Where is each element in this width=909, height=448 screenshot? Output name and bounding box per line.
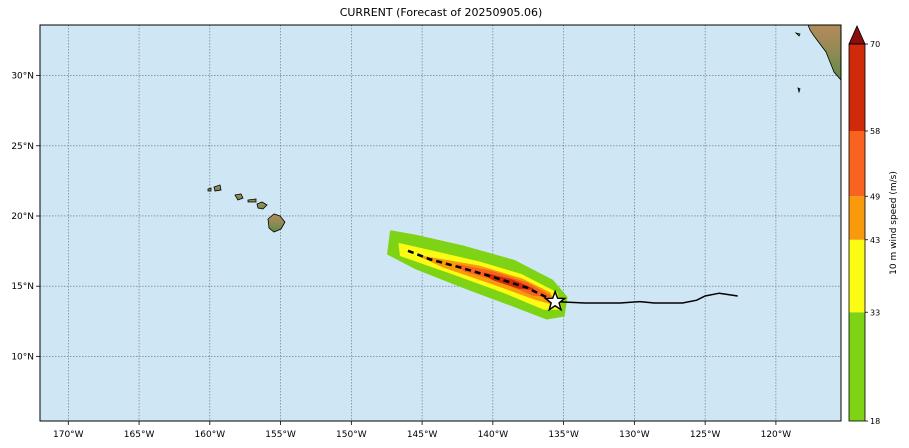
oahu-island [234,193,244,201]
hawaii-big-island [267,213,286,233]
lat-tick-label: 30°N [11,72,34,82]
niihau-island [207,187,212,192]
lon-tick-label: 130°W [619,430,650,440]
colorbar-band [849,44,865,131]
lat-tick-label: 15°N [11,282,34,292]
storm-tracks [404,248,738,312]
forecast-track-line [404,248,556,303]
lon-tick-label: 150°W [336,430,367,440]
lon-tick-label: 160°W [195,430,226,440]
colorbar-extend-arrow [848,25,866,45]
colorbar-band [849,239,865,313]
colorbar-tick-label: 18 [870,417,880,426]
colorbar-frame [848,43,866,422]
colorbar: 70 58 49 43 33 18 [848,25,880,426]
past-track-line [555,292,738,304]
kauai-island [213,184,222,192]
colorbar-band [849,196,865,240]
lat-tick-label: 25°N [11,142,34,152]
colorbar-band [849,312,865,421]
latitude-axis: 30°N 25°N 20°N 15°N 10°N [11,72,40,362]
current-position-star-icon [543,289,567,312]
colorbar-tick-label: 70 [870,40,880,49]
coastal-islet [794,32,801,37]
mexico-coast [807,25,841,81]
maui-island [256,201,268,210]
lon-tick-label: 140°W [478,430,509,440]
land-layer [207,25,841,233]
colorbar-tick-label: 33 [870,308,880,317]
map-title: CURRENT (Forecast of 20250905.06) [339,6,543,19]
lon-tick-label: 125°W [690,430,721,440]
lon-tick-label: 170°W [53,430,84,440]
socorro-island [797,87,801,94]
map-frame [39,24,842,422]
lat-tick-label: 10°N [11,352,34,362]
colorbar-tick-label: 49 [870,192,880,201]
ocean-background [40,25,841,421]
longitude-axis: 170°W 165°W 160°W 155°W 150°W 145°W 140°W 135°W… [53,421,791,440]
lat-tick-label: 20°N [11,212,34,222]
colorbar-tick-label: 58 [870,127,880,136]
lon-tick-label: 145°W [407,430,438,440]
colorbar-label: 10 m wind speed (m/s) [889,171,899,275]
colorbar-band [849,131,865,197]
lon-tick-label: 135°W [548,430,579,440]
lon-tick-label: 155°W [265,430,296,440]
molokai-island [247,198,257,203]
lon-tick-label: 120°W [761,430,792,440]
colorbar-tick-label: 43 [870,236,880,245]
lon-tick-label: 165°W [124,430,155,440]
